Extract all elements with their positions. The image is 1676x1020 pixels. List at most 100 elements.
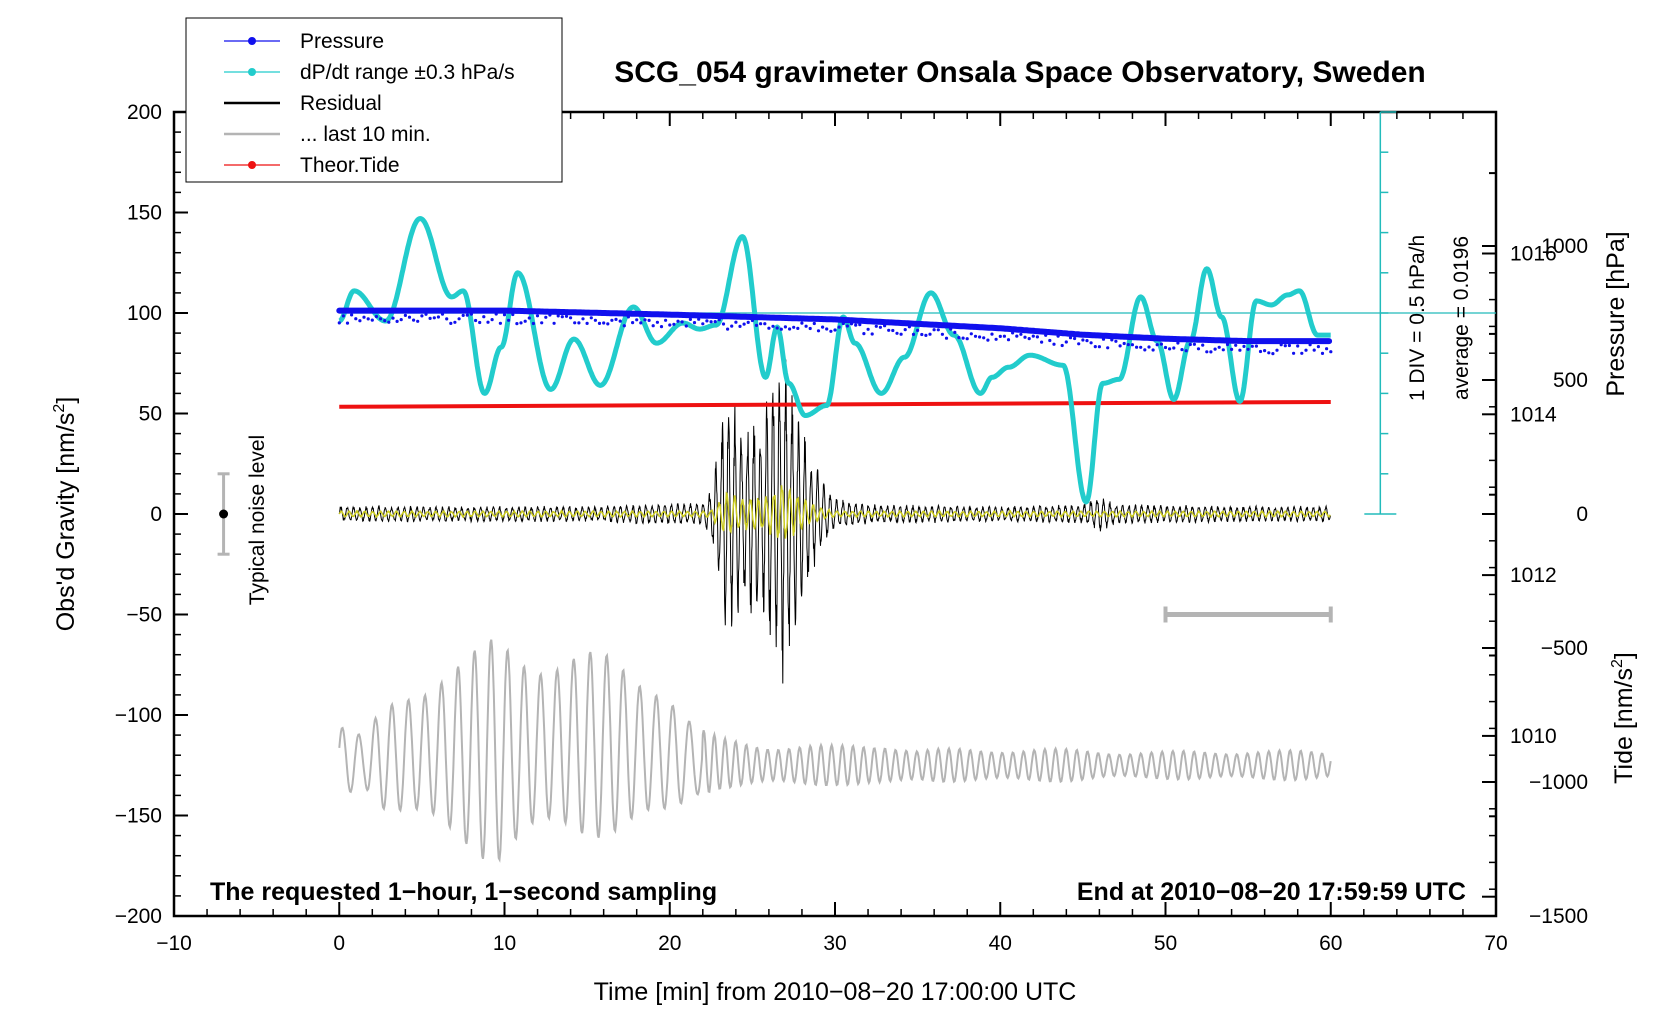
y-axis-title-tide-end: ] [1610,652,1638,659]
pressure-point [1110,338,1114,342]
pressure-point [1221,348,1225,352]
pressure-point [569,316,573,320]
pressure-point [895,331,899,335]
pressure-point [350,313,354,317]
pressure-point [808,326,812,331]
pressure-point [1234,343,1238,347]
pressure-point [379,317,383,321]
pressure-point [1283,344,1287,348]
pressure-point [593,318,598,322]
pressure-point [515,322,519,326]
pressure-point [631,321,635,325]
pressure-point [1163,345,1168,350]
pressure-point [507,318,511,322]
pressure-point [899,332,903,336]
pressure-point [606,322,610,326]
y-axis-title-gravity: Obs'd Gravity [nm/s2] [51,397,80,632]
x-tick-label: 60 [1319,932,1342,955]
pressure-point [726,327,730,331]
pressure-point [845,324,850,328]
pressure-point [1287,343,1291,348]
pressure-point [577,321,581,325]
pressure-point [750,318,755,323]
pressure-point [1064,340,1068,344]
legend-marker [248,161,256,169]
pressure-point [1312,348,1316,352]
pressure-point [486,320,490,324]
pressure-point [771,324,775,328]
y-tick-label: 50 [139,403,162,426]
pressure-point [701,322,705,326]
pressure-point [742,322,746,326]
pressure-point [1325,347,1329,351]
pressure-point [337,321,341,325]
pressure-point [511,312,515,317]
x-tick-label: 70 [1484,932,1507,955]
pressure-point [973,334,978,338]
y-axis-ticks: 200 150 100 50 0 −50 −100 −150 −200 [115,101,188,928]
y-tick-label: −150 [115,805,162,828]
pressure-point [383,319,387,323]
pressure-point [1271,352,1275,356]
x-tick-label: 10 [493,932,516,955]
y-axis-title-tide: Tide [nm/s2] [1609,652,1638,784]
legend-label: dP/dt range ±0.3 hPa/s [300,61,515,84]
pressure-point [841,321,845,326]
pressure-point [453,320,457,324]
pressure-point [1101,337,1106,341]
pressure-point [544,315,548,319]
pressure-point [1308,343,1312,347]
y-tick-label: 100 [127,302,162,325]
pressure-point [858,323,862,327]
pressure-point [1196,347,1201,351]
pressure-point [1176,341,1180,345]
pressure-point [1151,348,1155,352]
pressure-point [407,315,412,319]
pressure-point [1139,345,1143,349]
pressure-point [366,317,370,321]
pressure-point [374,314,378,319]
tide-tick-label: 500 [1553,369,1588,392]
legend: Pressure dP/dt range ±0.3 hPa/s Residual..… [185,17,563,183]
pressure-point [705,319,709,323]
pressure-point [465,313,469,317]
pressure-point [494,312,498,316]
pressure-point [1143,348,1147,352]
pressure-point [1122,341,1126,346]
tide-tick-label: −1500 [1529,905,1588,928]
pressure-point [676,319,680,323]
pressure-point [668,323,672,327]
y-tick-label: 150 [127,202,162,225]
pressure-point [949,327,953,331]
pressure-point [924,333,928,337]
legend-marker [248,37,256,45]
pressure-point [1300,351,1304,355]
pressure-point [552,321,556,325]
x-axis-ticks: −10 0 10 20 30 40 50 60 70 [156,112,1508,955]
pressure-point [1329,350,1333,354]
pressure-point [449,321,453,325]
pressure-point [994,337,998,341]
pressure-point [399,318,403,322]
pressure-point [573,321,577,325]
pressure-tick-label: 1010 [1510,725,1557,748]
pressure-point [891,328,895,333]
pressure-point [697,317,701,321]
pressure-point [1040,340,1044,344]
pressure-line [336,307,1333,345]
pressure-point [354,317,358,321]
pressure-point [1267,351,1271,355]
pressure-point [1320,351,1325,355]
legend-box [185,17,563,183]
pressure-point [837,325,841,329]
pressure-point [1093,345,1097,349]
pressure-point [412,318,416,322]
pressure-point [519,321,523,325]
pressure-point [1118,344,1122,348]
pressure-point [961,336,965,340]
pressure-point [684,324,688,328]
pressure-point [1130,343,1134,347]
legend-label: Residual [300,92,382,115]
pressure-point [498,321,502,325]
chart-title: SCG_054 gravimeter Onsala Space Observat… [614,56,1426,89]
